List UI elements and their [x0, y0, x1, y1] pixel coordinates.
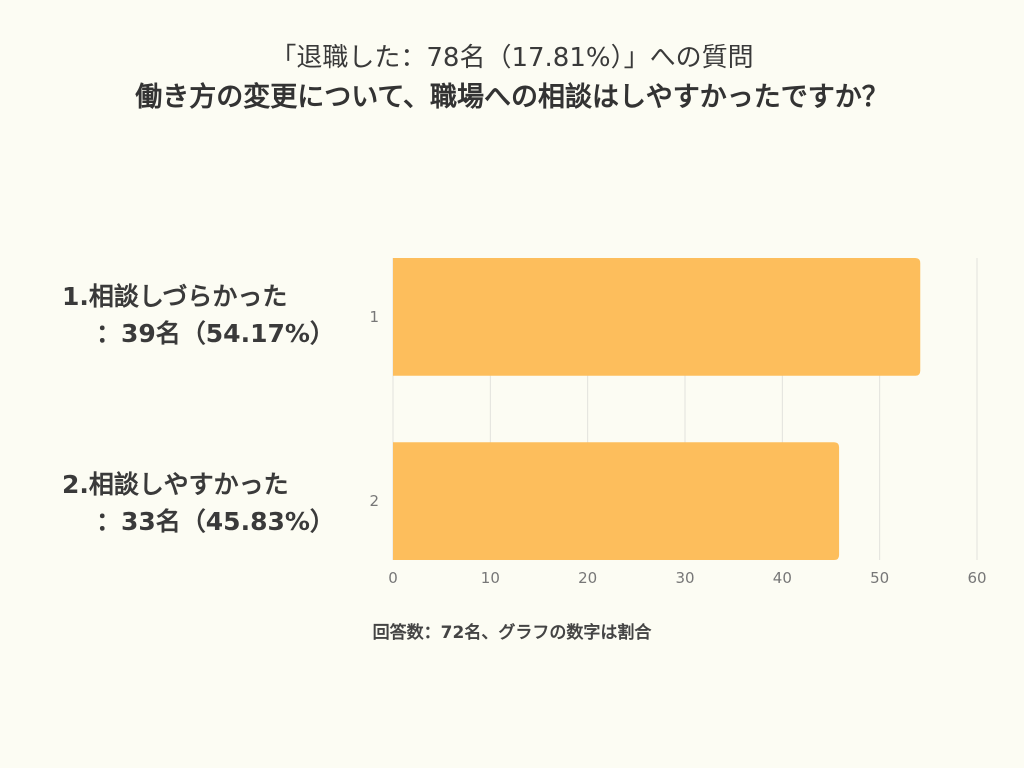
footnote: 回答数：72名、グラフの数字は割合: [372, 623, 652, 643]
x-tick-label: 20: [578, 569, 597, 587]
x-tick-label: 40: [773, 569, 792, 587]
x-tick-label: 0: [388, 569, 398, 587]
title-question-group: 「退職した：78名（17.81%）」への質問: [270, 43, 754, 73]
chart-title: 「退職した：78名（17.81%）」への質問 働き方の変更について、職場への相談…: [0, 38, 1024, 118]
y-tick-label-1: 1: [369, 308, 379, 326]
title-question: 働き方の変更について、職場への相談はしやすかったですか？: [135, 82, 889, 113]
y-tick-label-2: 2: [369, 492, 379, 510]
category-label-2: 2.相談しやすかった ：33名（45.83%）: [62, 466, 335, 540]
category-label-2-name: 2.相談しやすかった: [62, 470, 289, 499]
category-label-1-name: 1.相談しづらかった: [62, 282, 288, 311]
x-tick-label: 30: [675, 569, 694, 587]
bar-2: [393, 442, 840, 560]
bar-1: [393, 258, 921, 376]
category-label-1: 1.相談しづらかった ：39名（54.17%）: [62, 278, 335, 352]
category-label-2-count: ：33名（45.83%）: [96, 507, 335, 536]
category-label-1-count: ：39名（54.17%）: [96, 319, 335, 348]
x-tick-label: 60: [967, 569, 986, 587]
x-tick-label: 50: [870, 569, 889, 587]
x-tick-label: 10: [481, 569, 500, 587]
